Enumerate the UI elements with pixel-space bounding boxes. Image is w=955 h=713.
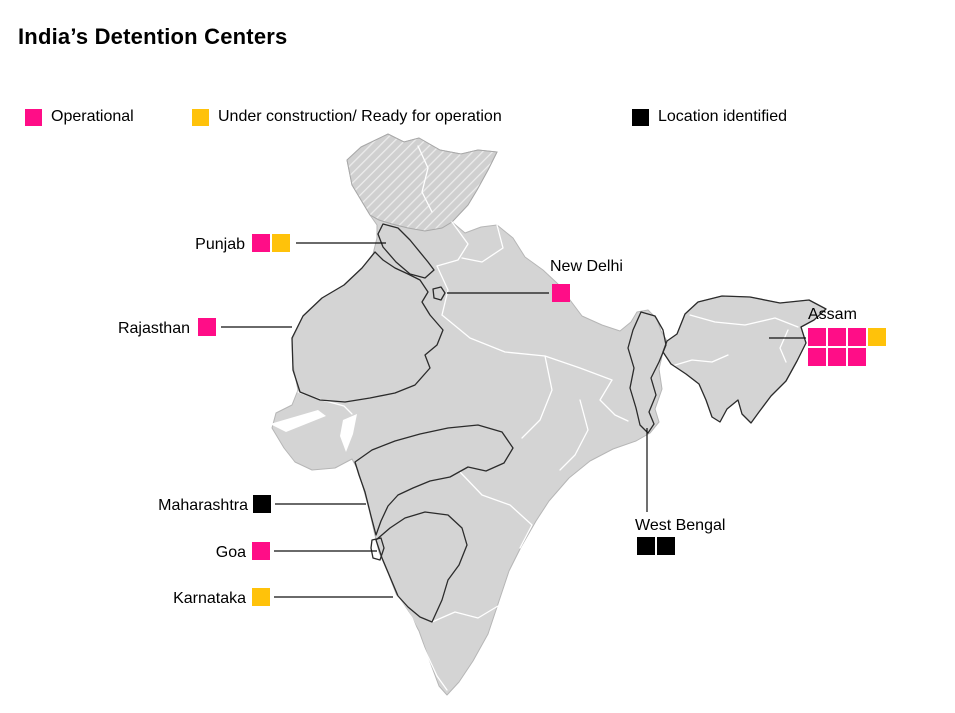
marker-square-operational [252,542,270,560]
under-construction-swatch-icon [192,108,209,126]
northeast-outline [662,295,827,424]
marker-square-operational [552,284,570,302]
legend-label-under-construction: Under construction/ Ready for operation [218,108,502,125]
markers-rajasthan [198,318,216,336]
leader-lines [221,242,806,598]
markers-goa [252,542,270,560]
legend-item-operational: Operational [25,107,134,127]
marker-square-operational [252,234,270,252]
marker-square-location_identified [637,537,655,555]
markers-west-bengal [637,537,675,555]
marker-square-operational [828,328,846,346]
goa-outline [370,537,385,561]
rajasthan-outline [291,251,444,403]
marker-square-operational [848,328,866,346]
marker-square-operational [848,348,866,366]
location-identified-swatch-icon [632,108,649,126]
markers-assam [808,328,887,366]
region-label-assam: Assam [808,306,857,323]
region-label-rajasthan: Rajasthan [117,320,190,337]
marker-square-operational [808,328,826,346]
maharashtra-outline [354,424,514,536]
page-title: India’s Detention Centers [18,24,288,49]
legend-item-location-identified: Location identified [632,107,787,127]
karnataka-outline [375,511,468,623]
legend-label-operational: Operational [51,108,134,125]
marker-square-location_identified [657,537,675,555]
delhi-outline [432,286,446,301]
markers-new-delhi [552,284,570,302]
marker-square-operational [808,348,826,366]
region-label-maharashtra: Maharashtra [158,497,248,514]
state-borders [297,145,799,691]
highlighted-state-outlines [291,223,827,623]
marker-square-under_construction [252,588,270,606]
region-label-new-delhi: New Delhi [550,258,623,275]
legend-label-location-identified: Location identified [658,108,787,125]
region-label-karnataka: Karnataka [173,590,246,607]
region-label-punjab: Punjab [195,236,245,253]
legend-item-under-construction: Under construction/ Ready for operation [192,107,502,127]
hatched-region [346,133,498,232]
operational-swatch-icon [25,108,42,126]
marker-square-under_construction [272,234,290,252]
markers-punjab [252,234,290,252]
region-label-goa: Goa [215,544,246,561]
marker-square-operational [828,348,846,366]
markers-karnataka [252,588,270,606]
markers-maharashtra [253,495,271,513]
marker-square-operational [198,318,216,336]
region-label-west-bengal: West Bengal [635,517,726,534]
gujarat-gulf-cutouts [270,410,357,452]
marker-square-under_construction [868,328,886,346]
marker-square-location_identified [253,495,271,513]
west-bengal-outline [627,311,667,434]
